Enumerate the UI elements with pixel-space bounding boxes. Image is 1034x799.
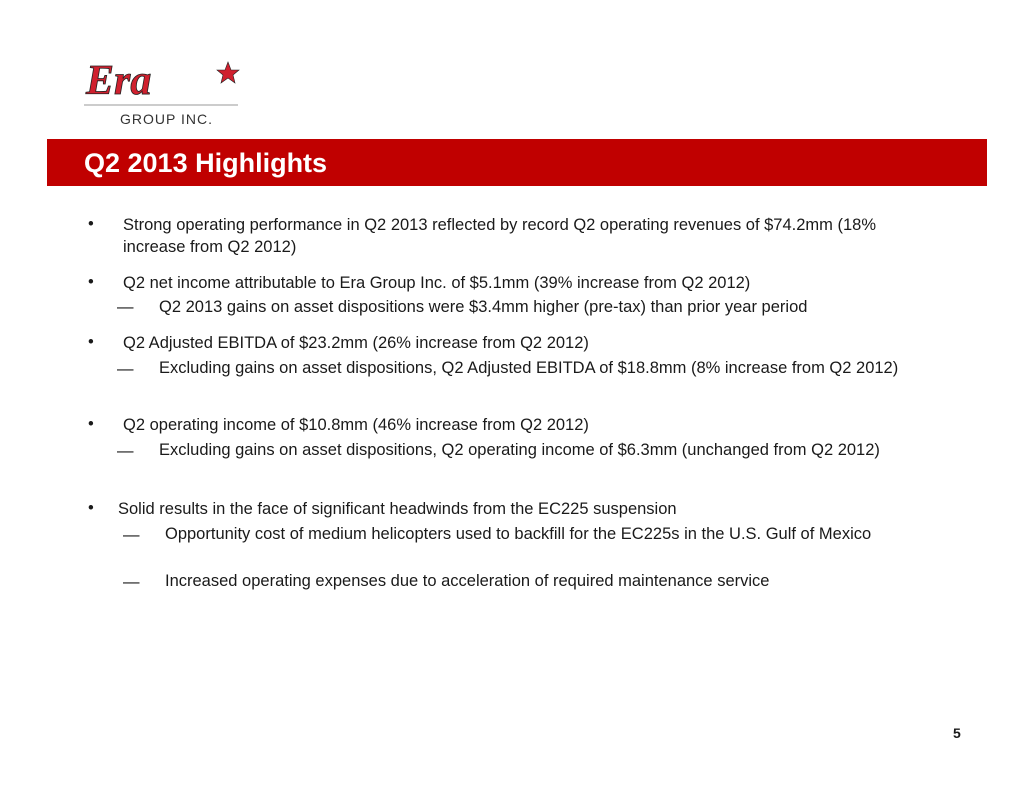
bullet-item: Solid results in the face of significant… (118, 500, 677, 518)
bullet-icon: • (88, 499, 94, 517)
sub-bullet-item: Increased operating expenses due to acce… (165, 572, 770, 590)
sub-bullet-item: Q2 2013 gains on asset dispositions were… (159, 298, 808, 316)
bullet-item: Q2 operating income of $10.8mm (46% incr… (123, 416, 589, 434)
dash-icon: — (123, 526, 140, 544)
dash-icon: — (123, 573, 140, 591)
bullet-icon: • (88, 273, 94, 291)
bullet-icon: • (88, 333, 94, 351)
page-number: 5 (953, 725, 961, 741)
svg-text:Era: Era (85, 58, 151, 104)
sub-bullet-item: Opportunity cost of medium helicopters u… (165, 525, 872, 543)
sub-bullet-item: Excluding gains on asset dispositions, Q… (159, 441, 880, 459)
dash-icon: — (117, 298, 134, 316)
era-group-logo: Era GROUP INC. (82, 58, 242, 130)
bullet-icon: • (88, 215, 94, 233)
bullet-item: Strong operating performance in Q2 2013 … (123, 216, 877, 256)
dash-icon: — (117, 360, 134, 378)
bullet-icon: • (88, 415, 94, 433)
page-title: Q2 2013 Highlights (84, 148, 328, 178)
dash-icon: — (117, 442, 134, 460)
svg-text:GROUP INC.: GROUP INC. (120, 111, 213, 127)
bullet-item: Q2 Adjusted EBITDA of $23.2mm (26% incre… (123, 334, 589, 352)
sub-bullet-item: Excluding gains on asset dispositions, Q… (159, 359, 899, 377)
bullet-item: Q2 net income attributable to Era Group … (123, 274, 751, 292)
title-banner: Q2 2013 Highlights (47, 139, 987, 186)
